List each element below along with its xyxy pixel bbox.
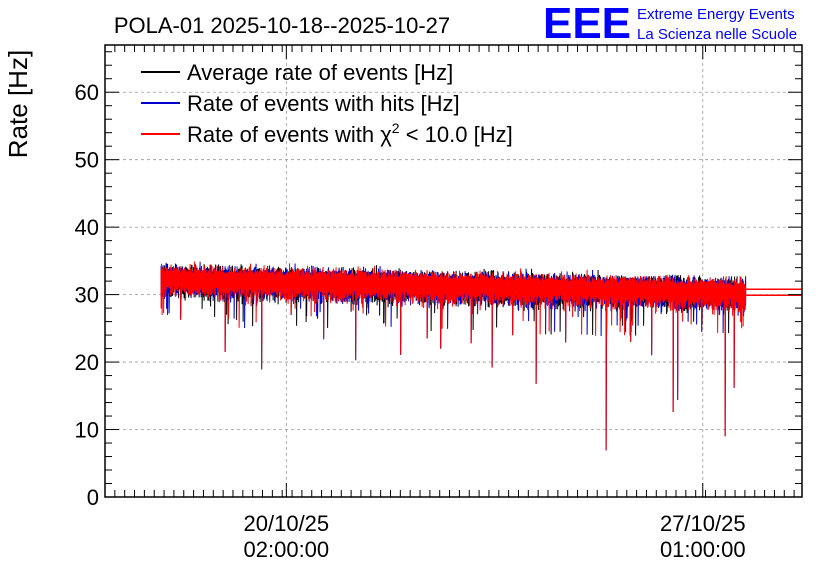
y-tick-labels: 0 10 20 30 40 50 60 xyxy=(75,80,99,510)
logo-line2: La Scienza nelle Scuole xyxy=(637,26,797,43)
y-tick-label: 30 xyxy=(75,283,99,308)
eee-logo: EEE Extreme Energy Events La Scienza nel… xyxy=(543,0,797,48)
y-tick-label: 50 xyxy=(75,148,99,173)
y-tick-label: 40 xyxy=(75,215,99,240)
x-tick-label-time: 02:00:00 xyxy=(244,537,330,562)
y-tick-label: 0 xyxy=(87,485,99,510)
series-trace-2 xyxy=(160,261,747,451)
y-tick-label: 60 xyxy=(75,80,99,105)
x-tick-label-date: 27/10/25 xyxy=(660,511,746,536)
x-tick-label-date: 20/10/25 xyxy=(244,511,330,536)
y-tick-label: 20 xyxy=(75,350,99,375)
y-tick-label: 10 xyxy=(75,418,99,443)
legend-label-hits: Rate of events with hits [Hz] xyxy=(187,91,460,116)
legend-label-average: Average rate of events [Hz] xyxy=(187,60,453,85)
legend: Average rate of events [Hz] Rate of even… xyxy=(141,60,513,147)
logo-line1: Extreme Energy Events xyxy=(637,6,795,23)
x-tick-label-time: 01:00:00 xyxy=(660,537,746,562)
y-axis-label: Rate [Hz] xyxy=(3,50,33,158)
logo-eee: EEE xyxy=(543,0,631,48)
legend-label-chi2: Rate of events with χ2 < 10.0 [Hz] xyxy=(187,120,513,147)
axis-ticks xyxy=(104,45,802,498)
plot-traces xyxy=(160,261,802,451)
plot-frame xyxy=(104,44,803,498)
chart-title: POLA-01 2025-10-18--2025-10-27 xyxy=(114,13,450,38)
